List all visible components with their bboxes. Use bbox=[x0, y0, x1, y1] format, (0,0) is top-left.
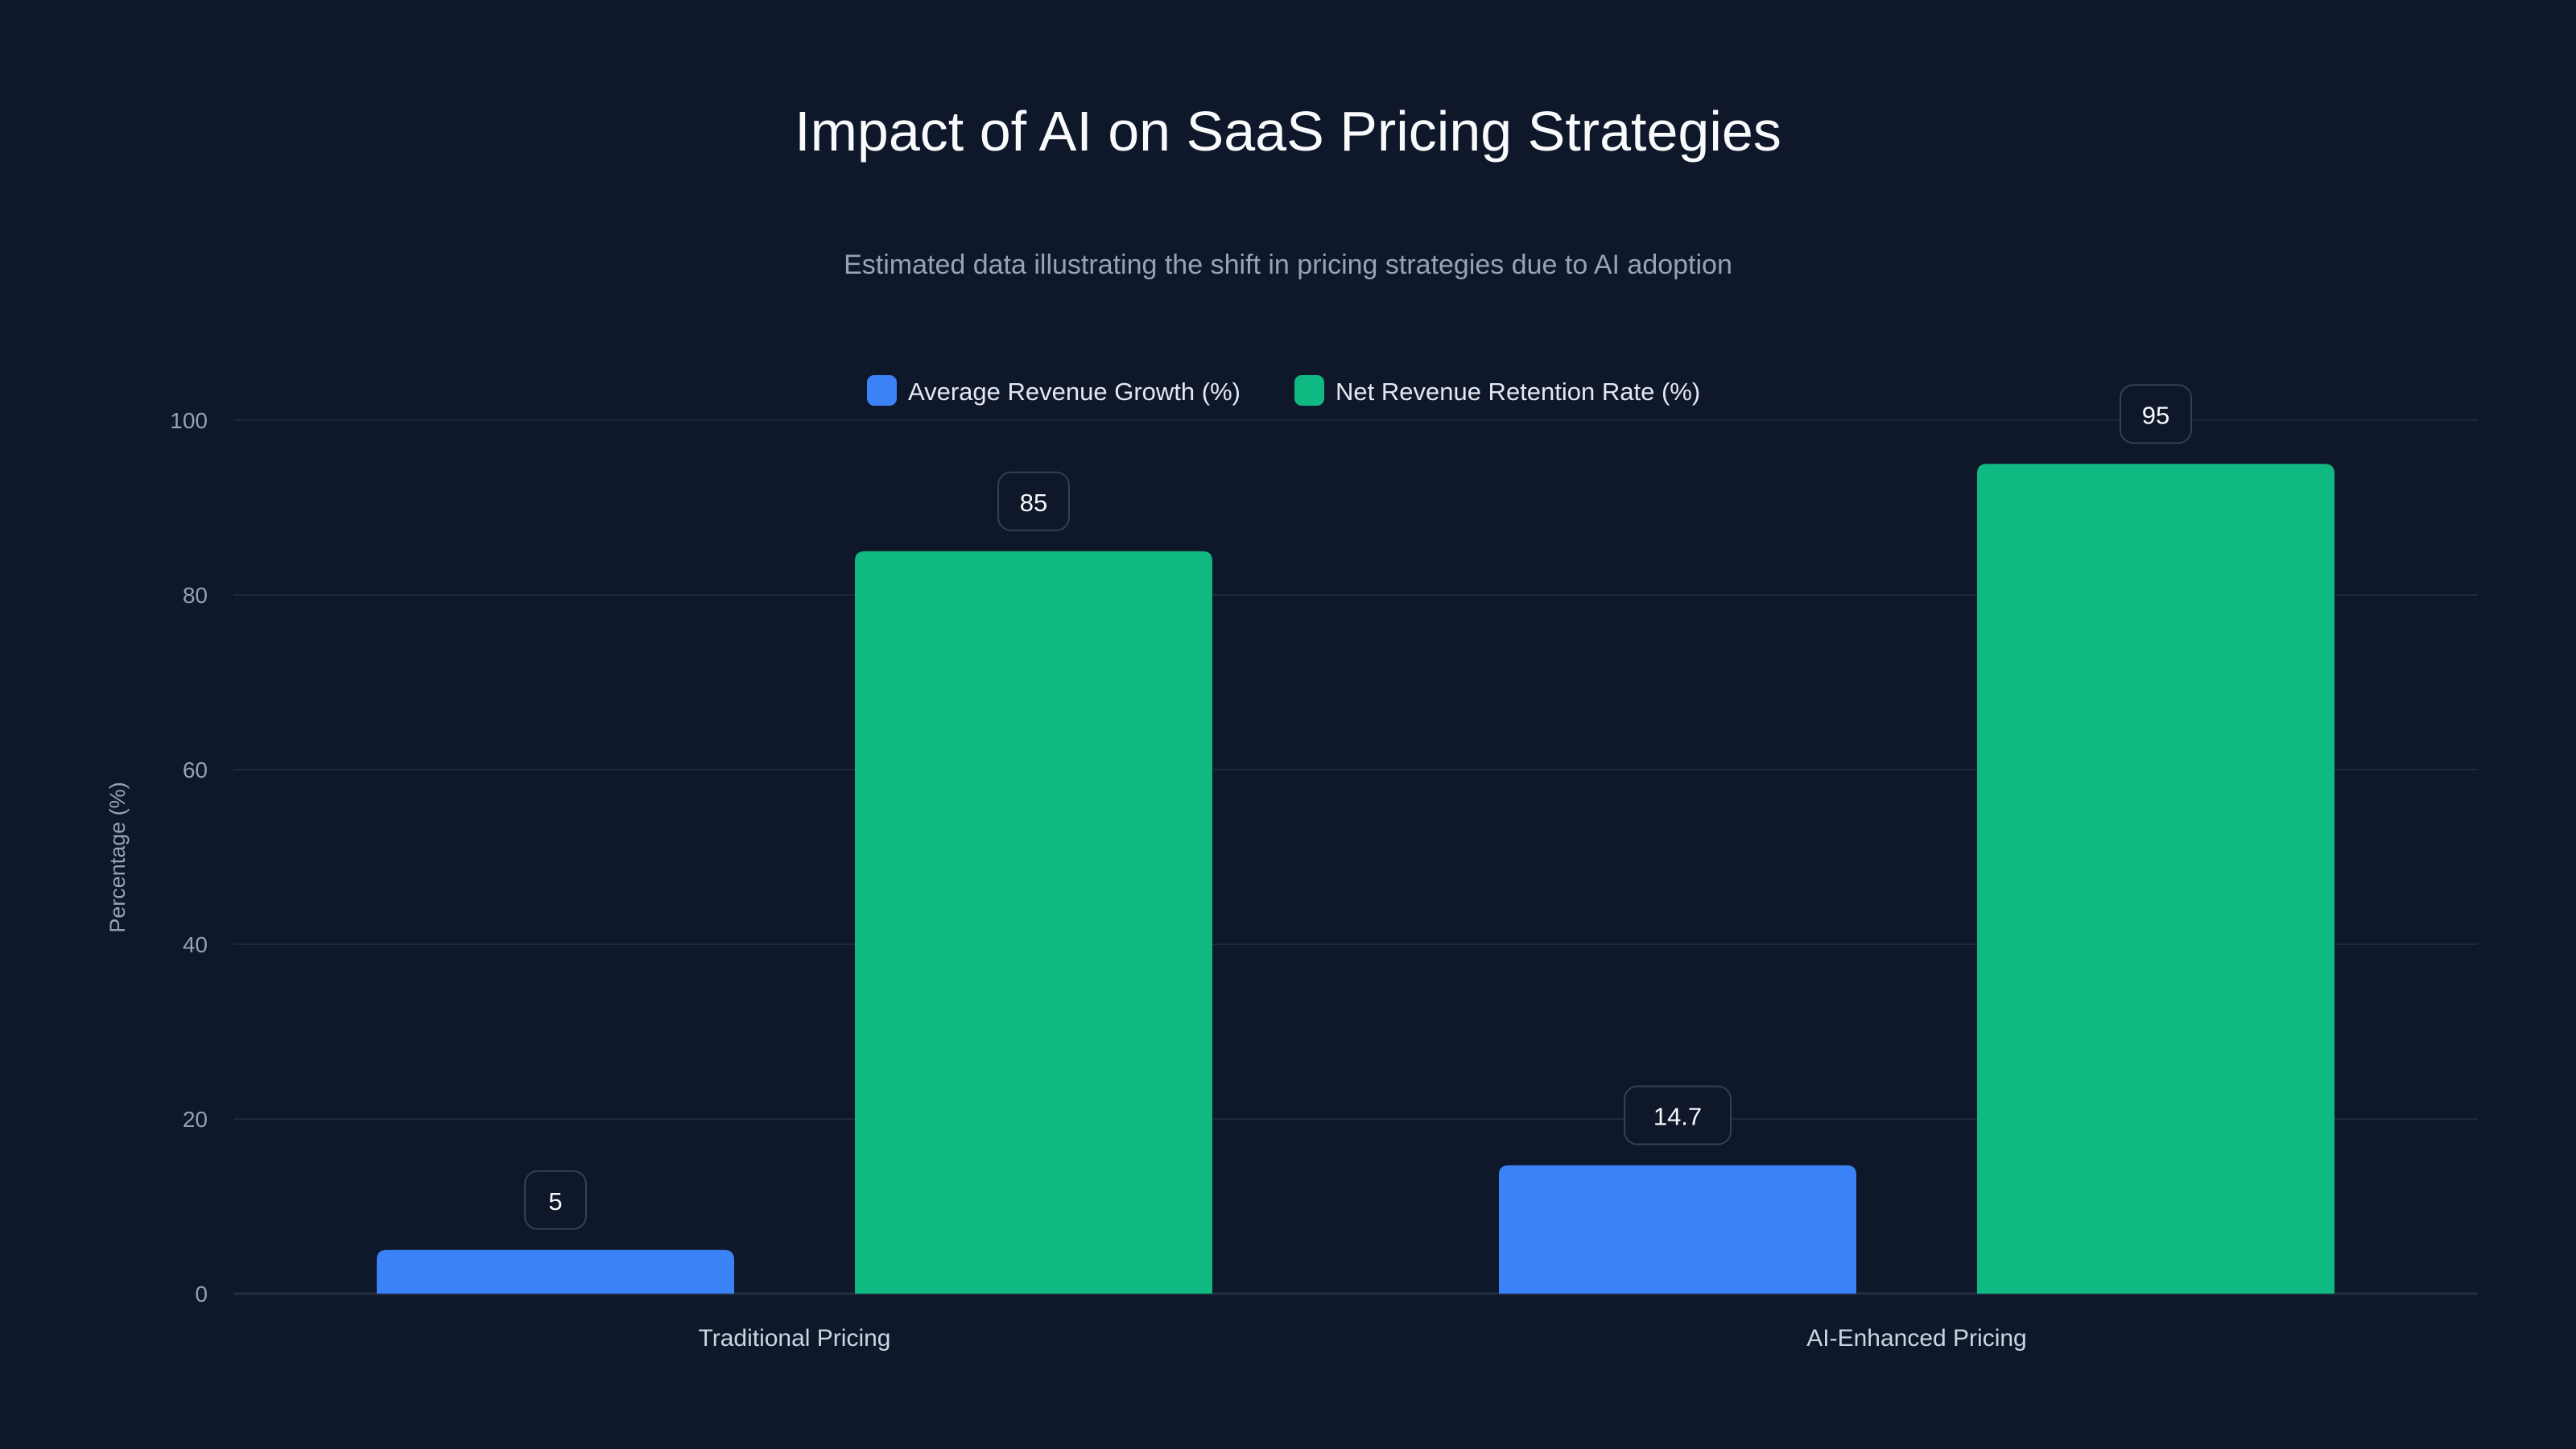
y-tick-label: 0 bbox=[195, 1282, 208, 1307]
bar bbox=[855, 551, 1212, 1294]
legend-label: Net Revenue Retention Rate (%) bbox=[1335, 378, 1700, 406]
bar bbox=[1977, 464, 2334, 1294]
data-label: 85 bbox=[1020, 489, 1047, 517]
chart-title: Impact of AI on SaaS Pricing Strategies bbox=[795, 100, 1781, 163]
legend: Average Revenue Growth (%) Net Revenue Re… bbox=[867, 375, 1700, 406]
y-tick-label: 60 bbox=[183, 758, 208, 782]
y-tick-label: 80 bbox=[183, 583, 208, 608]
data-label: 14.7 bbox=[1653, 1103, 1702, 1131]
data-labels: Traditional Pricing 5 85 AI-Enhanced Pricin… bbox=[524, 384, 2192, 1352]
data-label: 95 bbox=[2142, 401, 2169, 429]
x-tick-label: Traditional Pricing bbox=[699, 1325, 891, 1352]
legend-swatch bbox=[867, 375, 897, 406]
x-tick-label: AI-Enhanced Pricing bbox=[1806, 1325, 2027, 1352]
data-label-box bbox=[524, 1170, 587, 1230]
data-label-box bbox=[2120, 384, 2192, 444]
data-label-box bbox=[1624, 1085, 1732, 1146]
data-label-box bbox=[997, 471, 1070, 531]
legend-label: Average Revenue Growth (%) bbox=[908, 378, 1241, 406]
legend-swatch bbox=[1294, 375, 1324, 406]
bar bbox=[377, 1249, 734, 1294]
y-tick-label: 20 bbox=[183, 1107, 208, 1132]
chart-subtitle: Estimated data illustrating the shift in… bbox=[844, 250, 1732, 280]
y-tick-label: 100 bbox=[170, 408, 208, 433]
bar bbox=[1499, 1165, 1856, 1294]
y-axis-label: Percentage (%) bbox=[105, 782, 130, 933]
y-tick-label: 40 bbox=[183, 932, 208, 957]
data-label: 5 bbox=[548, 1187, 562, 1216]
bars bbox=[377, 464, 2334, 1294]
